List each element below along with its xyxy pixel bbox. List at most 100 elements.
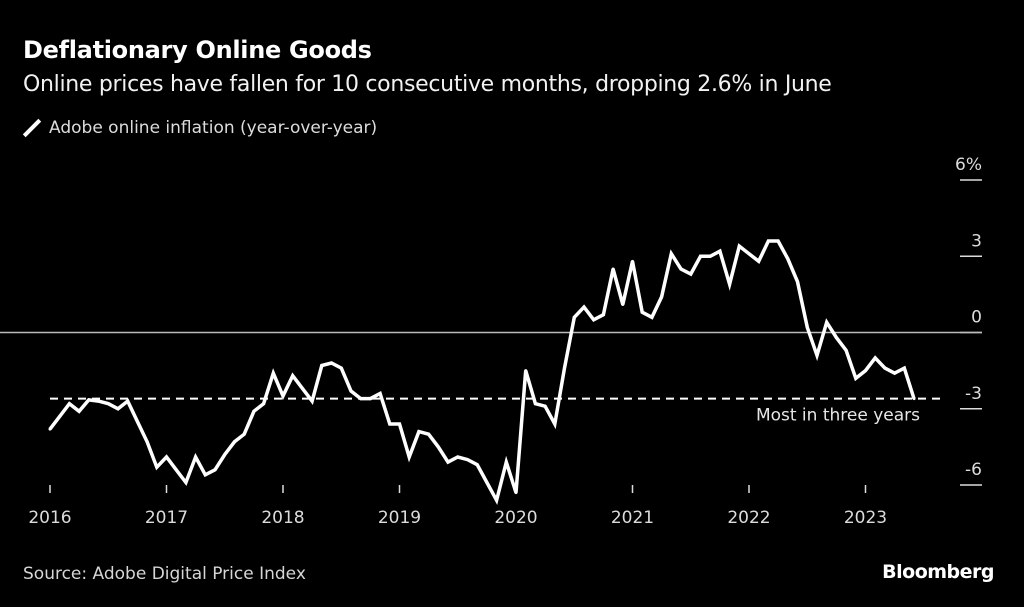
data-point (514, 491, 518, 495)
data-point (679, 267, 683, 271)
data-point (349, 389, 353, 393)
chart-subtitle: Online prices have fallen for 10 consecu… (23, 72, 832, 97)
x-tick-label: 2016 (28, 508, 71, 528)
source-note: Source: Adobe Digital Price Index (23, 564, 306, 584)
data-point (232, 440, 236, 444)
data-point (543, 404, 547, 408)
data-point (533, 402, 537, 406)
data-point (145, 440, 149, 444)
data-point (97, 399, 101, 403)
data-point (262, 402, 266, 406)
data-points (48, 239, 916, 502)
data-point (796, 280, 800, 284)
data-point (611, 267, 615, 271)
x-tick-label: 2020 (494, 508, 537, 528)
x-tick-label: 2022 (727, 508, 770, 528)
data-point (174, 468, 178, 472)
x-tick-label: 2017 (145, 508, 188, 528)
x-tick-label: 2021 (611, 508, 654, 528)
data-point (281, 394, 285, 398)
x-axis: 2016 2017 2018 2019 2020 2021 2022 2023 (28, 485, 887, 528)
x-tick-label: 2018 (261, 508, 304, 528)
y-tick-label: -3 (965, 384, 982, 404)
data-point (310, 399, 314, 403)
data-point (601, 313, 605, 317)
data-point (126, 399, 130, 403)
legend: Adobe online inflation (year-over-year) (23, 118, 377, 138)
y-axis: 6% 3 0 -3 -6 (955, 155, 982, 486)
data-point (669, 252, 673, 256)
data-point (815, 353, 819, 357)
data-point (621, 303, 625, 307)
reference-annotation: Most in three years (756, 406, 920, 426)
data-point (135, 419, 139, 423)
data-point (553, 422, 557, 426)
data-point (184, 480, 188, 484)
data-point (320, 364, 324, 368)
data-point (58, 414, 62, 418)
data-point (524, 369, 528, 373)
x-tick-label: 2019 (378, 508, 421, 528)
data-point (407, 455, 411, 459)
data-point (883, 366, 887, 370)
data-point (465, 458, 469, 462)
data-point (592, 318, 596, 322)
data-point (427, 432, 431, 436)
data-point (747, 252, 751, 256)
data-point (582, 305, 586, 309)
data-point (446, 460, 450, 464)
y-tick-label: 6% (955, 155, 982, 175)
data-point (728, 282, 732, 286)
data-point (495, 498, 499, 502)
y-tick-label: -6 (965, 460, 982, 480)
data-point (766, 239, 770, 243)
legend-label: Adobe online inflation (year-over-year) (49, 118, 378, 138)
chart-title: Deflationary Online Goods (23, 36, 372, 64)
data-point (912, 397, 916, 401)
x-tick-label: 2023 (844, 508, 887, 528)
series-line (48, 239, 916, 506)
data-point (378, 392, 382, 395)
data-point (252, 409, 256, 413)
data-point (805, 325, 809, 329)
data-point (48, 427, 52, 431)
data-point (708, 254, 712, 258)
data-point (116, 407, 120, 411)
data-point (844, 348, 848, 352)
data-point (776, 239, 780, 243)
data-point (388, 422, 392, 426)
data-point (223, 453, 227, 456)
data-point (854, 376, 858, 380)
data-point (902, 366, 906, 370)
data-point (417, 430, 421, 434)
data-point (631, 259, 634, 263)
data-point (893, 371, 897, 375)
y-tick-label: 3 (971, 231, 982, 251)
data-point (650, 315, 654, 319)
data-point (194, 455, 198, 459)
data-point (864, 369, 867, 373)
data-point (563, 366, 567, 370)
data-point (330, 361, 334, 365)
data-point (398, 422, 401, 426)
data-point (660, 295, 664, 299)
data-point (475, 463, 479, 467)
data-point (737, 244, 741, 248)
data-point (87, 398, 91, 402)
data-point (698, 254, 702, 258)
data-point (786, 257, 790, 261)
data-point (436, 445, 440, 449)
data-point (689, 272, 693, 276)
data-point (339, 366, 343, 370)
data-point (825, 320, 829, 324)
data-point (873, 356, 877, 360)
data-point (271, 371, 275, 375)
data-point (757, 259, 761, 263)
data-point (640, 310, 644, 314)
data-point (291, 374, 295, 378)
data-point (359, 397, 363, 401)
data-point (485, 480, 489, 484)
data-point (67, 402, 71, 406)
data-point (834, 336, 838, 340)
